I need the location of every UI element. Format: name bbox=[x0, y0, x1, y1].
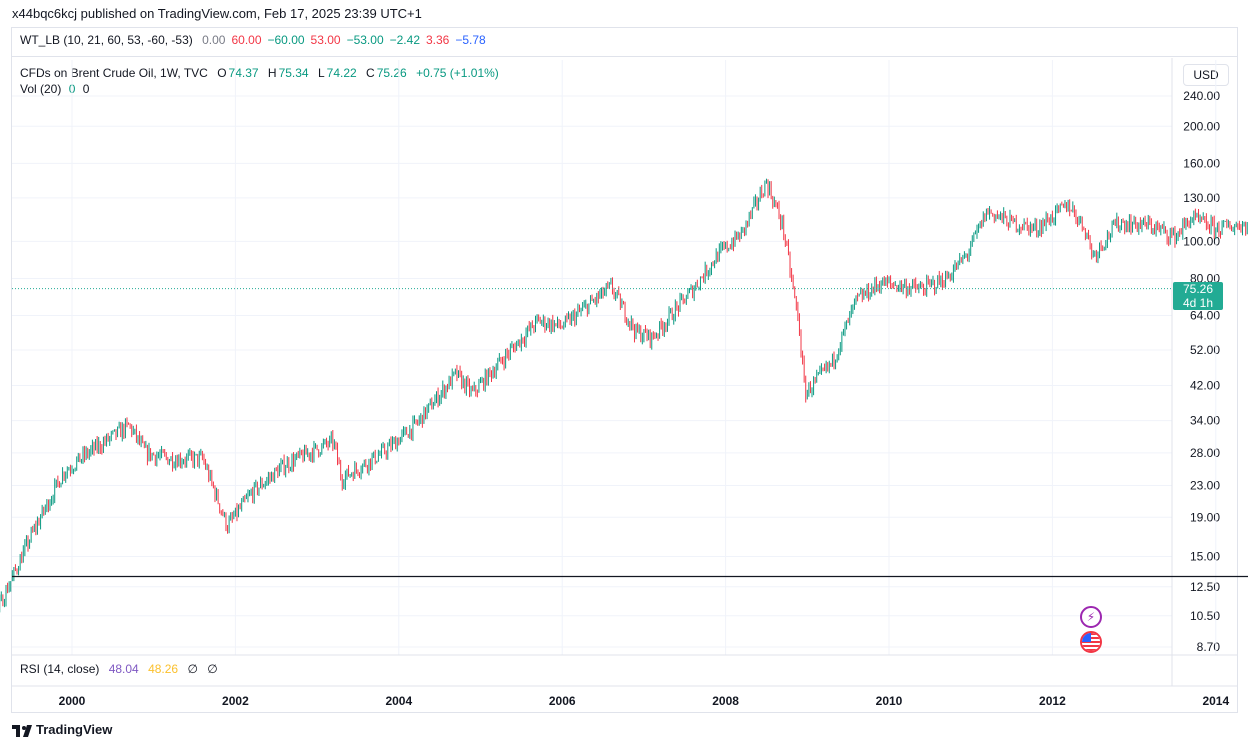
indicator-legend: WT_LB (10, 21, 60, 53, -60, -53) 0.00 60.… bbox=[20, 33, 498, 47]
rsi-legend: RSI (14, close) 48.04 48.26 ∅ ∅ bbox=[20, 662, 224, 676]
price-tick-label: 15.00 bbox=[1190, 550, 1220, 564]
tradingview-logo-icon bbox=[12, 724, 32, 737]
rsi-value-1: 48.04 bbox=[108, 662, 139, 676]
chart-frame bbox=[11, 27, 1238, 713]
published-line: x44bqc6kcj published on TradingView.com,… bbox=[12, 6, 422, 21]
currency-button[interactable]: USD bbox=[1183, 64, 1229, 86]
rsi-value-3: ∅ bbox=[187, 662, 198, 676]
open-value: 74.37 bbox=[228, 66, 259, 80]
rsi-value-4: ∅ bbox=[207, 662, 218, 676]
price-tick-label: 19.00 bbox=[1190, 510, 1220, 524]
price-tick-label: 10.50 bbox=[1190, 609, 1220, 623]
indicator-value: −60.00 bbox=[267, 33, 305, 47]
price-tick-label: 100.00 bbox=[1183, 234, 1220, 248]
open-label: O bbox=[217, 66, 227, 80]
bar-countdown: 4d 1h bbox=[1182, 296, 1214, 310]
high-value: 75.34 bbox=[278, 66, 309, 80]
price-tick-label: 12.50 bbox=[1190, 580, 1220, 594]
symbol-legend: CFDs on Brent Crude Oil, 1W, TVC O 74.37 … bbox=[20, 66, 501, 80]
rsi-label[interactable]: RSI (14, close) bbox=[20, 662, 100, 676]
flash-icon[interactable]: ⚡ bbox=[1080, 606, 1102, 628]
low-label: L bbox=[317, 66, 325, 80]
tradingview-logo: TradingView bbox=[12, 722, 112, 737]
price-tick-label: 160.00 bbox=[1183, 156, 1220, 170]
price-tick-label: 34.00 bbox=[1190, 414, 1220, 428]
indicator-value: −53.00 bbox=[346, 33, 384, 47]
price-tick-label: 23.00 bbox=[1190, 479, 1220, 493]
indicator-value: 53.00 bbox=[310, 33, 341, 47]
pane-divider bbox=[12, 56, 1238, 57]
time-tick-label: 2000 bbox=[59, 694, 86, 708]
time-tick-label: 2004 bbox=[385, 694, 412, 708]
indicator-values: 0.00 60.00 −60.00 53.00 −53.00 −2.42 3.36 −5.78 bbox=[202, 33, 492, 47]
price-tick-label: 28.00 bbox=[1190, 446, 1220, 460]
us-flag-icon[interactable] bbox=[1080, 631, 1102, 653]
high-label: H bbox=[267, 66, 277, 80]
last-price-value: 75.26 bbox=[1182, 282, 1214, 296]
indicator-value: −2.42 bbox=[389, 33, 420, 47]
price-tick-label: 130.00 bbox=[1183, 191, 1220, 205]
price-tick-label: 42.00 bbox=[1190, 379, 1220, 393]
indicator-value: 60.00 bbox=[231, 33, 262, 47]
price-tick-label: 64.00 bbox=[1190, 309, 1220, 323]
time-tick-label: 2008 bbox=[712, 694, 739, 708]
time-tick-label: 2002 bbox=[222, 694, 249, 708]
price-tick-label: 200.00 bbox=[1183, 119, 1220, 133]
indicator-name[interactable]: WT_LB (10, 21, 60, 53, -60, -53) bbox=[20, 33, 193, 47]
brand-name: TradingView bbox=[36, 722, 113, 737]
last-price-tag: 75.26 4d 1h bbox=[1173, 282, 1223, 310]
indicator-value: −5.78 bbox=[455, 33, 486, 47]
price-tick-label: 8.70 bbox=[1197, 640, 1221, 654]
volume-label[interactable]: Vol (20) bbox=[20, 82, 62, 96]
indicator-value: 3.36 bbox=[426, 33, 450, 47]
price-tick-label: 240.00 bbox=[1183, 89, 1220, 103]
rsi-value-2: 48.26 bbox=[148, 662, 179, 676]
indicator-value: 0.00 bbox=[202, 33, 226, 47]
volume-value-2: 0 bbox=[82, 82, 90, 96]
time-tick-label: 2010 bbox=[876, 694, 903, 708]
price-tick-label: 52.00 bbox=[1190, 343, 1220, 357]
time-tick-label: 2006 bbox=[549, 694, 576, 708]
low-value: 74.22 bbox=[326, 66, 357, 80]
change-value: +0.75 (+1.01%) bbox=[416, 66, 499, 80]
close-label: C bbox=[366, 66, 375, 80]
symbol-title[interactable]: CFDs on Brent Crude Oil, 1W, TVC bbox=[20, 66, 208, 80]
price-tick-label: 80.00 bbox=[1190, 271, 1220, 285]
time-tick-label: 2012 bbox=[1039, 694, 1066, 708]
time-tick-label: 2014 bbox=[1202, 694, 1229, 708]
